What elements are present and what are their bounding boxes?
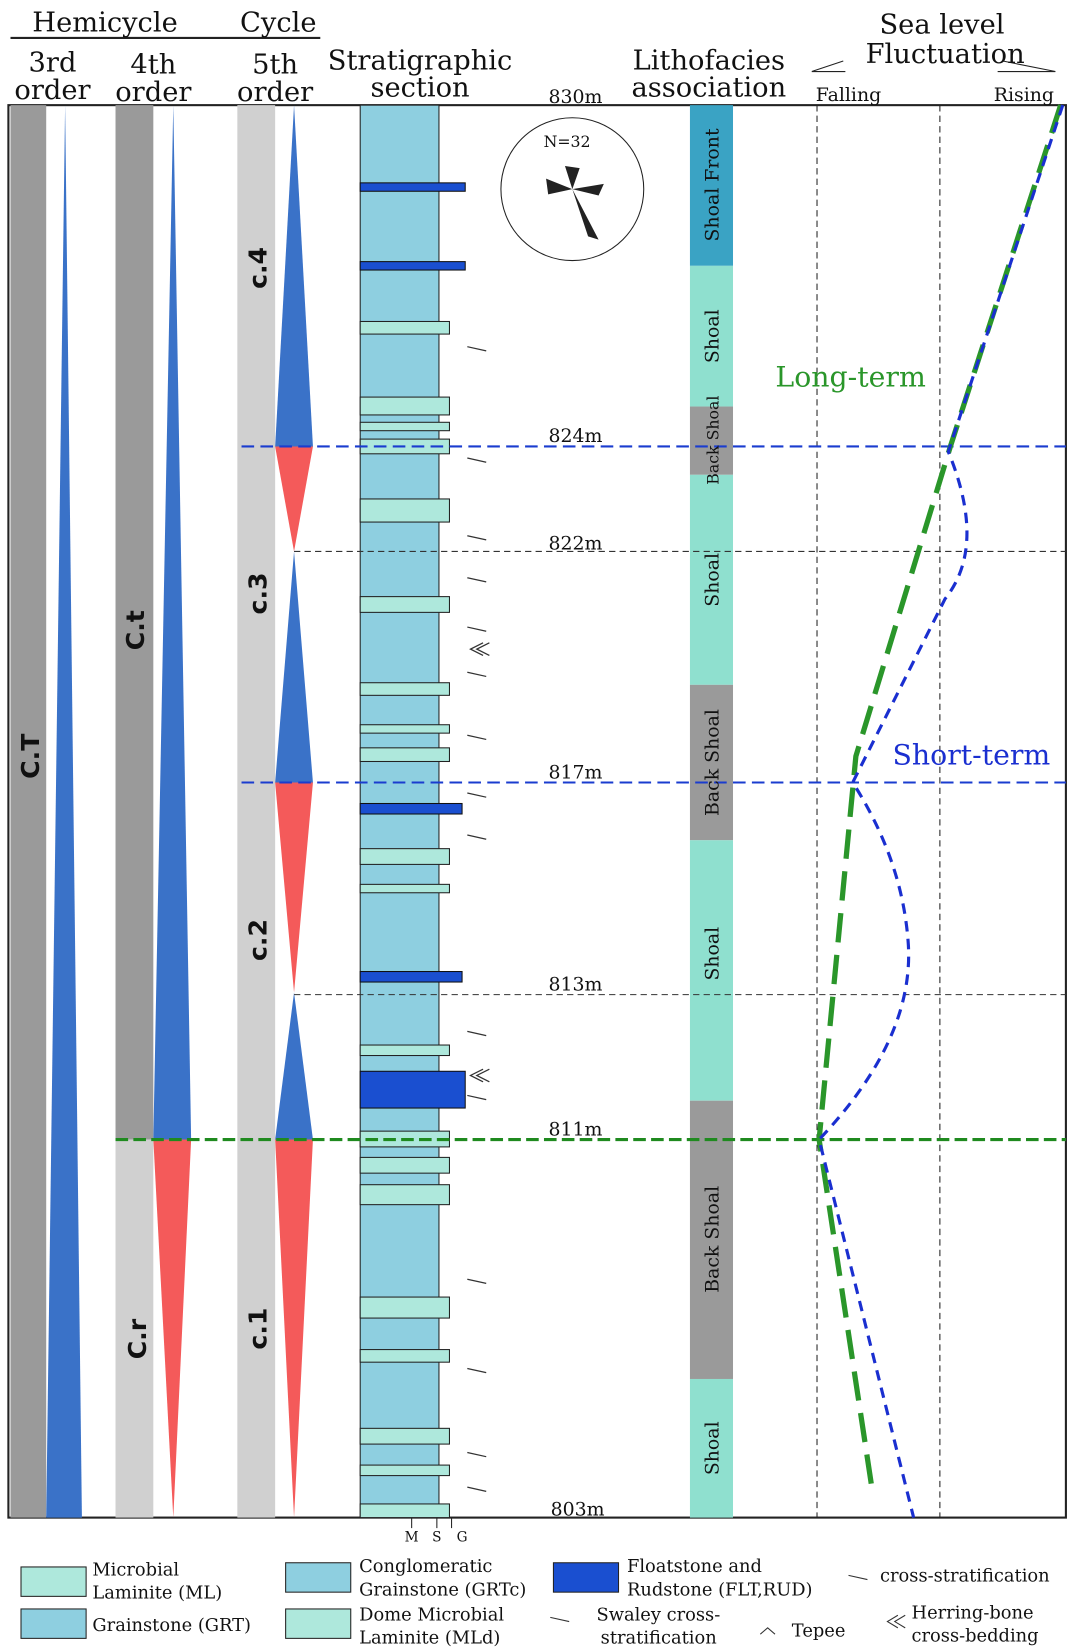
label: Conglomeratic [359,1556,492,1577]
shape [275,446,313,551]
label: 817m [548,761,602,783]
label: Shoal Front [701,128,723,241]
label: Swaley cross- [596,1605,720,1626]
label: Tepee [792,1620,846,1641]
label: Back Shoal [703,396,722,485]
label: C.t [121,610,150,650]
label: order [14,75,91,106]
label: Long-term [775,361,926,394]
label: stratification [601,1628,717,1649]
label: Rising [994,84,1054,106]
label: Herring-bone [912,1602,1034,1623]
label: order [237,77,314,108]
label: C.r [123,1318,152,1359]
shape [572,189,598,239]
shape [11,105,47,1517]
label: C.T [16,733,45,779]
shape [275,1140,313,1518]
label: Fluctuation [866,39,1025,70]
shape [275,551,313,782]
label: section [370,73,469,104]
shape [572,184,604,196]
label: Laminite (MLd) [359,1628,500,1649]
shape [153,1140,191,1518]
label: 803m [551,1498,605,1520]
label: Cycle [240,8,316,39]
label: association [631,73,786,104]
label: order [115,77,192,108]
label: Falling [816,84,881,106]
label: Dome Microbial [359,1605,504,1626]
shape [275,105,313,446]
shape [565,166,580,189]
diagram: Hemicycle Cycle 3rd order 4th order 5th … [0,0,1068,1649]
label: Microbial [92,1559,179,1580]
label: cross-bedding [912,1626,1039,1647]
label: 813m [548,973,602,995]
label: 830m [548,86,602,108]
label: Laminite (ML) [92,1582,222,1603]
label: c.3 [244,572,273,614]
label: Grainstone (GRT) [92,1615,251,1636]
shape [21,1609,86,1638]
shape [21,1567,86,1596]
label: N=32 [544,132,591,151]
label: Floatstone and [627,1556,762,1577]
label: cross-stratification [880,1566,1050,1587]
shape [46,105,82,1517]
label: Shoal [701,553,723,607]
shape [467,347,489,1492]
label: c.2 [244,919,273,961]
label: Rudstone (FLT,RUD) [627,1579,813,1600]
shape [286,1563,351,1592]
shape [237,105,275,1517]
label: 822m [548,532,602,554]
label: 811m [548,1118,602,1140]
label: G [457,1530,468,1546]
shape [275,782,313,992]
label: Shoal [701,309,723,363]
label: Grainstone (GRTc) [359,1579,526,1600]
label: 824m [548,425,602,447]
label: c.1 [244,1308,273,1350]
label: Back Shoal [701,709,723,816]
shape [286,1609,351,1638]
label: c.4 [244,247,273,289]
layout [8,38,1065,1638]
shape [812,61,846,72]
shape [153,105,191,1139]
label: Back Shoal [701,1186,723,1293]
shape [275,993,313,1140]
label: Hemicycle [32,8,177,39]
label: Shoal [701,1421,723,1475]
label: M [405,1530,419,1546]
label: Shoal [701,927,723,981]
shape [553,1563,618,1592]
shape [546,179,572,195]
shape [819,105,1061,1486]
shape [819,105,1063,1517]
label: S [432,1530,441,1546]
label: Short-term [892,739,1050,772]
label: Sea level [879,10,1004,41]
